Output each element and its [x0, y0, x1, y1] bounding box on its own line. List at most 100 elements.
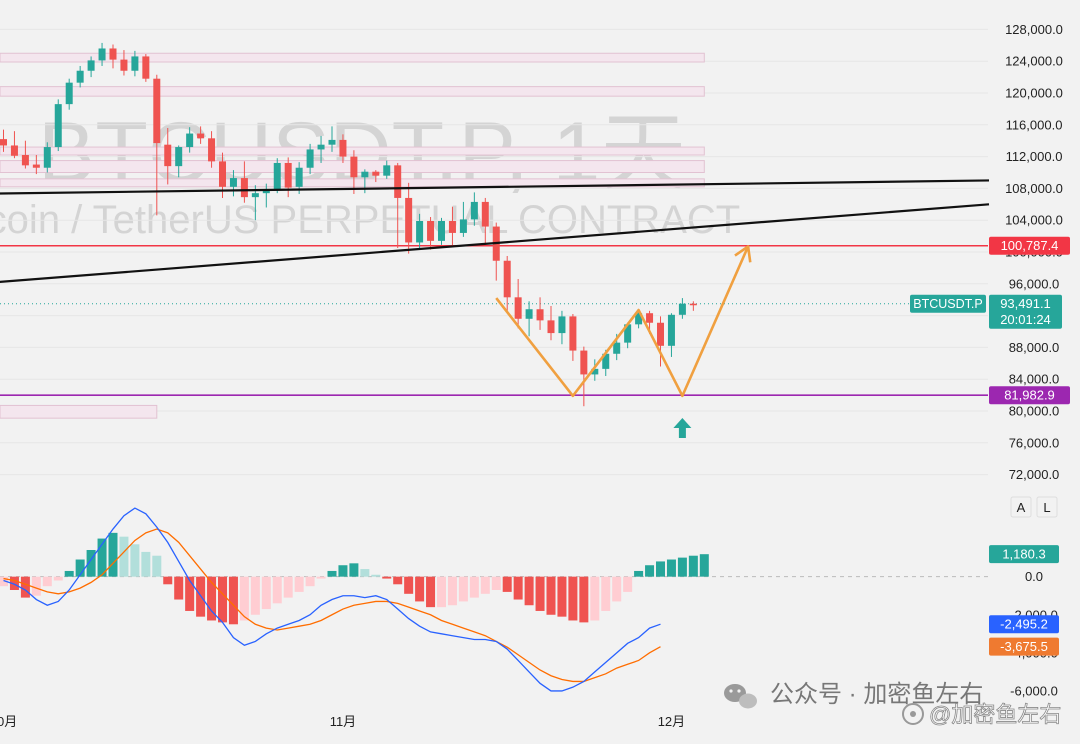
candle-body: [459, 219, 467, 233]
macd-histogram-bar: [250, 576, 260, 615]
macd-histogram-bar: [228, 576, 238, 625]
candle-body: [251, 193, 259, 198]
price-tick-label: 72,000.0: [1009, 467, 1060, 482]
candle-body: [142, 56, 150, 79]
countdown-label: 20:01:24: [1000, 312, 1051, 327]
macd-histogram-bar: [360, 569, 370, 577]
candle-body: [350, 156, 358, 178]
signal-value-label: -3,675.5: [1000, 639, 1048, 654]
macd-histogram-bar: [53, 576, 63, 581]
macd-histogram-bar: [174, 576, 184, 600]
candle-body: [32, 164, 40, 168]
candle-body: [689, 303, 697, 306]
macd-histogram-bar: [86, 550, 96, 577]
macd-histogram-bar: [349, 563, 359, 577]
trendlines: [0, 179, 990, 284]
macd-histogram-bar: [272, 576, 282, 604]
macd-histogram-bar: [426, 576, 436, 608]
time-axis[interactable]: 10月 11月 12月: [0, 714, 685, 729]
macd-histogram-bar: [656, 561, 665, 577]
macd-histogram-bar: [294, 576, 304, 592]
macd-histogram-bar: [491, 576, 501, 590]
macd-histogram-bar: [393, 576, 403, 585]
auto-scale-label: A: [1017, 500, 1026, 515]
macd-histogram-bar: [130, 544, 140, 577]
macd-histogram-bar: [108, 532, 118, 577]
price-tick-label: 76,000.0: [1009, 435, 1060, 450]
price-tick-label: 116,000.0: [1006, 117, 1063, 132]
macd-tick-label: 0.0: [1025, 569, 1043, 584]
candle-body: [514, 297, 522, 319]
projection-path: [495, 245, 752, 438]
macd-pane: [0, 507, 988, 692]
candle-body: [427, 220, 435, 241]
macd-histogram-bar: [371, 574, 381, 577]
candle-body: [65, 82, 73, 105]
candle-body: [383, 165, 391, 176]
candle-body: [284, 162, 292, 188]
macd-histogram-bar: [338, 565, 348, 577]
macd-histogram-bar: [316, 576, 326, 579]
candle-body: [372, 171, 380, 176]
price-tick-label: 80,000.0: [1009, 404, 1060, 419]
macd-histogram-bar: [9, 576, 19, 590]
macd-histogram-bar: [688, 555, 698, 577]
macd-histogram-bar: [327, 570, 337, 577]
candle-body: [646, 313, 654, 323]
auto-scale-button[interactable]: [1010, 496, 1032, 518]
macd-signal-line: [3, 528, 661, 683]
price-tick-label: 124,000.0: [1005, 54, 1063, 69]
log-scale-button[interactable]: [1036, 496, 1058, 518]
projection-line: [495, 245, 750, 398]
macd-histogram-bar: [458, 576, 468, 602]
macd-histogram-bar: [404, 576, 414, 594]
watermark: BTCUSDT.P, 1天 Bitcoin / TetherUS PERPETU…: [0, 105, 740, 242]
symbol-badge: [910, 294, 986, 313]
macd-histogram-bar: [64, 570, 74, 577]
macd-line: [3, 507, 661, 692]
scale-buttons: A L: [1010, 496, 1058, 518]
footer-weibo: @加密鱼左右: [929, 702, 1061, 727]
footer-account: 公众号 · 加密鱼左右: [770, 681, 983, 708]
macd-histogram-bar: [535, 576, 545, 611]
macd-tick-label: -6,000.0: [1010, 683, 1058, 698]
candle-body: [678, 303, 686, 315]
candle-body: [470, 201, 478, 220]
candle-body: [635, 313, 643, 325]
sr-zone: [0, 52, 705, 63]
buy-up-arrow-icon: [673, 418, 692, 438]
candle-body: [208, 138, 216, 162]
candle-body: [186, 133, 194, 148]
price-axis[interactable]: 128,000.0 124,000.0 120,000.0 116,000.0 112,…: [910, 22, 1070, 699]
projection-arrowhead: [734, 245, 752, 263]
candle-body: [438, 220, 445, 241]
symbol-badge-label: BTCUSDT.P: [913, 297, 982, 311]
candle-body: [667, 314, 675, 346]
macd-histogram-bar: [666, 559, 676, 577]
sr-zone: [0, 178, 705, 188]
candle-body: [536, 309, 544, 321]
candle-body: [580, 350, 588, 375]
macd-histogram-bar: [645, 565, 655, 577]
candle-body: [394, 165, 402, 198]
candle-body: [43, 147, 51, 168]
candle-body: [657, 322, 664, 346]
macd-histogram-bar: [677, 557, 687, 577]
candle-body: [21, 155, 29, 166]
wechat-icon: [724, 684, 757, 709]
candle-body: [591, 368, 599, 375]
candle-body: [306, 149, 314, 168]
candle-body: [525, 309, 533, 319]
candle-body: [120, 59, 128, 71]
price-tick-label: 96,000.0: [1009, 276, 1060, 291]
candle-body: [229, 178, 237, 187]
price-tick-label: 88,000.0: [1009, 340, 1060, 355]
price-tick-label: 112,000.0: [1006, 149, 1063, 164]
price-tick-label: 104,000.0: [1005, 213, 1063, 228]
candles: [0, 42, 697, 407]
macd-histogram-bar: [634, 570, 644, 577]
candle-body: [219, 161, 226, 187]
candle-body: [164, 144, 172, 167]
macd-value-badge: [989, 615, 1059, 634]
